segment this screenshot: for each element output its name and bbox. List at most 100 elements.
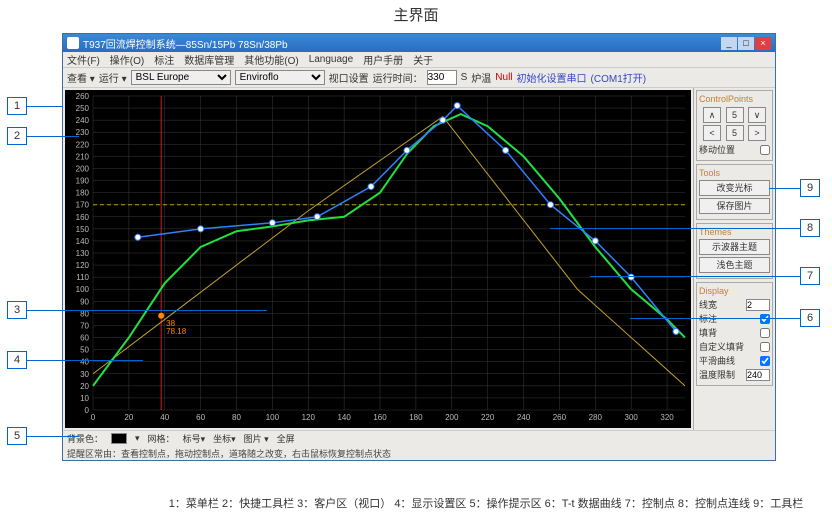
grp-cp-title: ControlPoints xyxy=(699,94,770,104)
grp-tools-title: Tools xyxy=(699,168,770,178)
svg-text:100: 100 xyxy=(266,413,280,422)
svg-text:240: 240 xyxy=(517,413,531,422)
menubar: 文件(F) 操作(O) 标注 数据库管理 其他功能(O) Language 用户… xyxy=(63,52,775,68)
svg-text:160: 160 xyxy=(76,213,90,222)
lbl-fill: 填背 xyxy=(699,326,717,339)
lbl-sec: S xyxy=(461,72,468,83)
lbl-tlimit: 温度限制 xyxy=(699,368,735,381)
callout-5: 5 xyxy=(7,427,27,445)
tb-btn-view[interactable]: 查看 ▾ xyxy=(67,70,95,85)
status-bar: 提醒区常由：查看控制点，拖动控制点，道珞随之改变，右击鼠标恢复控制点状态 xyxy=(63,446,775,460)
toolbar: 查看 ▾ 运行 ▾ BSL Europe Enviroflo 视口设置 运行时间… xyxy=(63,68,775,88)
chk-smooth[interactable] xyxy=(760,356,770,366)
input-tlimit[interactable] xyxy=(746,369,770,381)
cp-up-button[interactable]: ∧ xyxy=(703,107,721,123)
sel-coord[interactable]: 坐标▾ xyxy=(213,432,236,445)
menu-anno[interactable]: 标注 xyxy=(154,52,174,67)
btn-save-image[interactable]: 保存图片 xyxy=(699,198,770,214)
chart-svg: 0102030405060708090100110120130140150160… xyxy=(65,90,691,428)
menu-help[interactable]: 用户手册 xyxy=(363,52,403,67)
menu-other[interactable]: 其他功能(O) xyxy=(244,52,298,67)
app-window: T937回流焊控制系统—85Sn/15Pb 78Sn/38Pb _ □ × 文件… xyxy=(62,33,776,461)
svg-text:190: 190 xyxy=(76,177,90,186)
svg-text:170: 170 xyxy=(76,201,90,210)
cp-left-button[interactable]: < xyxy=(703,125,721,141)
svg-text:100: 100 xyxy=(76,285,90,294)
lbl-smooth: 平滑曲线 xyxy=(699,354,735,367)
svg-text:20: 20 xyxy=(124,413,133,422)
plot-area[interactable]: 0102030405060708090100110120130140150160… xyxy=(65,90,691,428)
svg-text:300: 300 xyxy=(625,413,639,422)
cp-right-button[interactable]: > xyxy=(748,125,766,141)
svg-text:70: 70 xyxy=(80,321,89,330)
menu-lang[interactable]: Language xyxy=(309,54,354,65)
lbl-init-port[interactable]: 初始化设置串口 xyxy=(517,70,587,85)
callout-6: 6 xyxy=(800,309,820,327)
maximize-button[interactable]: □ xyxy=(738,37,754,50)
input-linewidth[interactable] xyxy=(746,299,770,311)
minimize-button[interactable]: _ xyxy=(721,37,737,50)
tb-btn-run[interactable]: 运行 ▾ xyxy=(99,70,127,85)
chk-custom-fill[interactable] xyxy=(760,342,770,352)
sel-grid[interactable]: 标号▾ xyxy=(183,432,206,445)
svg-text:0: 0 xyxy=(85,406,90,415)
svg-text:50: 50 xyxy=(80,346,89,355)
close-button[interactable]: × xyxy=(755,37,771,50)
svg-text:200: 200 xyxy=(445,413,459,422)
cp-down-button[interactable]: ∨ xyxy=(748,107,766,123)
app-icon xyxy=(67,37,79,49)
diagram: 1 2 3 4 5 9 8 7 6 T937回流焊控制系统—85Sn/15Pb … xyxy=(0,29,832,469)
lbl-grid: 网格： xyxy=(148,432,175,445)
svg-text:10: 10 xyxy=(80,394,89,403)
menu-operate[interactable]: 操作(O) xyxy=(110,52,144,67)
lbl-com: (COM1打开) xyxy=(591,70,647,85)
btn-theme-scope[interactable]: 示波器主题 xyxy=(699,239,770,255)
callout-1: 1 xyxy=(7,97,27,115)
svg-text:160: 160 xyxy=(373,413,387,422)
svg-text:130: 130 xyxy=(76,249,90,258)
svg-text:210: 210 xyxy=(76,152,90,161)
group-themes: Themes 示波器主题 浅色主题 xyxy=(696,223,773,279)
cp-val2[interactable]: 5 xyxy=(726,125,744,141)
svg-text:260: 260 xyxy=(553,413,567,422)
svg-text:140: 140 xyxy=(337,413,351,422)
svg-text:120: 120 xyxy=(76,261,90,270)
group-display: Display 线宽 标注 填背 自定义填背 平滑曲线 温度限制 xyxy=(696,282,773,386)
callout-9: 9 xyxy=(800,179,820,197)
svg-text:78.18: 78.18 xyxy=(166,327,187,336)
svg-text:140: 140 xyxy=(76,237,90,246)
svg-text:0: 0 xyxy=(91,413,96,422)
svg-text:220: 220 xyxy=(76,140,90,149)
chk-fill[interactable] xyxy=(760,328,770,338)
bgcolor-swatch[interactable] xyxy=(111,433,127,444)
svg-text:220: 220 xyxy=(481,413,495,422)
callout-3: 3 xyxy=(7,301,27,319)
svg-text:240: 240 xyxy=(76,116,90,125)
svg-text:30: 30 xyxy=(80,370,89,379)
val-protect: Null xyxy=(495,72,512,83)
sel-pic[interactable]: 图片 ▾ xyxy=(244,432,269,445)
input-runtime[interactable] xyxy=(427,70,457,85)
lbl-linewidth: 线宽 xyxy=(699,298,717,311)
menu-about[interactable]: 关于 xyxy=(413,52,433,67)
chk-cp-move[interactable] xyxy=(760,145,770,155)
svg-text:80: 80 xyxy=(232,413,241,422)
cp-val1[interactable]: 5 xyxy=(726,107,744,123)
svg-text:20: 20 xyxy=(80,382,89,391)
svg-text:320: 320 xyxy=(660,413,674,422)
btn-theme-light[interactable]: 浅色主题 xyxy=(699,257,770,273)
callout-2: 2 xyxy=(7,127,27,145)
group-control-points: ControlPoints ∧ 5 ∨ < 5 > 移动位置 xyxy=(696,90,773,161)
side-panel: ControlPoints ∧ 5 ∨ < 5 > 移动位置 Tools 改变光… xyxy=(693,88,775,430)
combo-profile1[interactable]: BSL Europe xyxy=(131,70,231,85)
lbl-protect: 炉温 xyxy=(471,70,491,85)
btn-change-cursor[interactable]: 改变光标 xyxy=(699,180,770,196)
combo-profile2[interactable]: Enviroflo xyxy=(235,70,325,85)
menu-file[interactable]: 文件(F) xyxy=(67,52,100,67)
lbl-window-cfg[interactable]: 视口设置 xyxy=(329,70,369,85)
svg-text:90: 90 xyxy=(80,297,89,306)
btn-fullscreen[interactable]: 全屏 xyxy=(277,432,295,445)
svg-text:40: 40 xyxy=(160,413,169,422)
menu-db[interactable]: 数据库管理 xyxy=(184,52,234,67)
titlebar: T937回流焊控制系统—85Sn/15Pb 78Sn/38Pb _ □ × xyxy=(63,34,775,52)
